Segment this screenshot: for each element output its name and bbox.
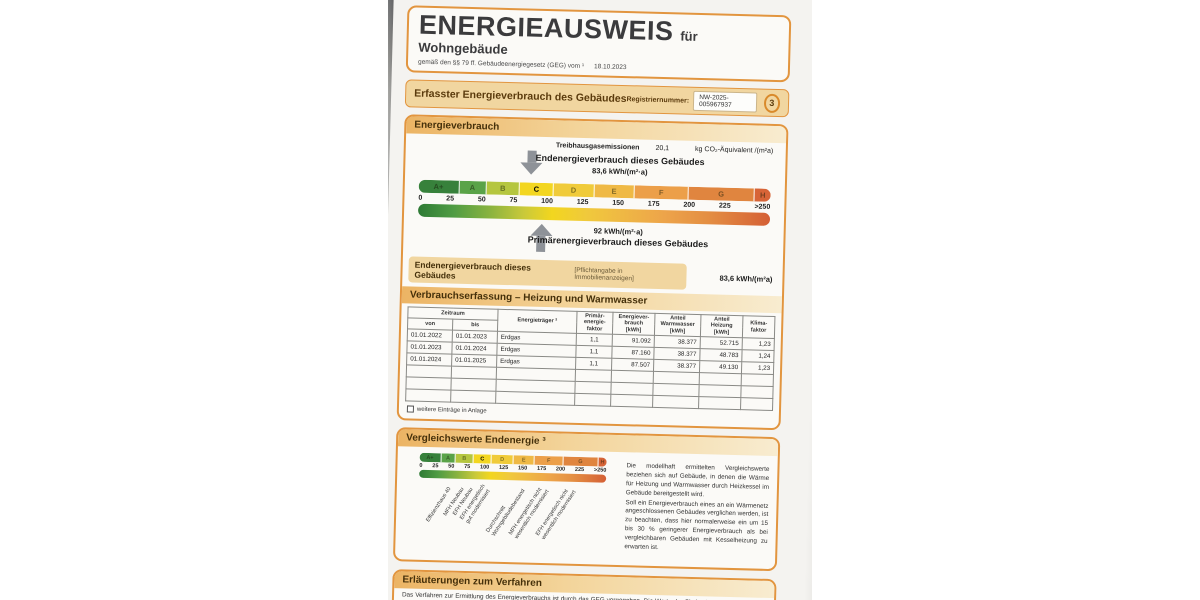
- section-title: Erfasster Energieverbrauch des Gebäudes: [414, 87, 627, 106]
- document-page: ENERGIEAUSWEIS für Wohngebäude gemäß den …: [388, 0, 812, 600]
- col-header-anteil-heizung: Anteil Heizung [kWh]: [700, 314, 743, 338]
- photo-backdrop: ENERGIEAUSWEIS für Wohngebäude gemäß den …: [388, 0, 812, 600]
- attachment-checkbox-label: weitere Einträge in Anlage: [416, 406, 487, 415]
- cell-heizung: 48.783: [699, 348, 743, 362]
- registration-number-field: NW-2025-005967937: [692, 90, 757, 113]
- scale-tick: 100: [541, 197, 553, 206]
- cell-pef: 1,1: [576, 333, 613, 347]
- cell-pef: 1,1: [575, 357, 612, 371]
- section-header-energieverbrauch: Energieverbrauch: [406, 116, 787, 144]
- energy-class-D: D: [553, 183, 595, 198]
- energy-class-E: E: [594, 184, 636, 199]
- col-header-anteil-warmwasser: Anteil Warmwasser [kWh]: [654, 313, 701, 337]
- primary-value-labels: 92 kWh/(m²·a) Primärenergieverbrauch die…: [488, 224, 748, 251]
- comparison-scale-area: A+ A B C D E F G H 0 25 50 75 100 125 150 175 200 225 >250…: [405, 453, 613, 561]
- comparison-text-1: Die modellhaft ermittelten Vergleichswer…: [625, 462, 770, 498]
- cell-verbrauch: 91.092: [612, 334, 655, 348]
- comparison-text-2: Soll ein Energieverbrauch eines an ein W…: [624, 498, 769, 551]
- scale-tick: 75: [509, 197, 518, 205]
- energy-class-G: G: [688, 186, 755, 202]
- energy-class-C: C: [519, 182, 554, 197]
- scale-tick: 175: [647, 200, 660, 208]
- cell-heizung: 49.130: [699, 360, 742, 374]
- scale-tick: 25: [432, 463, 439, 470]
- energy-class-A+: A+: [419, 453, 442, 463]
- scale-tick: 0: [418, 194, 423, 202]
- energy-class-A: A: [459, 180, 487, 195]
- title-box: ENERGIEAUSWEIS für Wohngebäude gemäß den …: [405, 5, 792, 83]
- consumption-table: Zeitraum Energieträger ² Primär- energie…: [405, 306, 775, 411]
- col-header-primaerenergiefaktor: Primär- energie- faktor: [576, 311, 614, 335]
- energieverbrauch-box: Energieverbrauch Treibhausgasemissionen …: [396, 114, 789, 431]
- comparison-labels: Effizienzhaus 40 MFH Neubau EFH Neubau EFH …: [417, 478, 606, 561]
- scale-tick: >250: [754, 203, 771, 211]
- cell-klimafaktor: 1,24: [741, 349, 775, 363]
- scale-tick: 50: [477, 196, 486, 204]
- attachment-checkbox: [406, 405, 415, 413]
- scale-tick: 0: [419, 463, 423, 470]
- scale-tick: 225: [718, 202, 731, 210]
- section-bar-erfasster-energieverbrauch: Erfasster Energieverbrauch des Gebäudes …: [404, 79, 790, 118]
- scale-tick: 200: [683, 201, 696, 209]
- vergleichswerte-box: Vergleichswerte Endenergie ³ A+ A B C D E F G H …: [392, 427, 781, 572]
- cell-klimafaktor: 1,23: [741, 361, 774, 375]
- pflicht-bar: Endenergieverbrauch dieses Gebäudes [Pfl…: [408, 256, 687, 290]
- pflicht-value-field: 83,6 kWh/(m²a): [719, 273, 773, 284]
- primary-marker-zone: 92 kWh/(m²·a) Primärenergieverbrauch die…: [417, 217, 770, 264]
- energy-class-F: F: [634, 185, 689, 200]
- energy-class-B: B: [486, 181, 521, 196]
- col-header-klimafaktor: Klima- faktor: [742, 315, 775, 339]
- scale-tick: 25: [446, 195, 455, 203]
- cell-heizung: 52.715: [700, 336, 743, 350]
- erlaeuterungen-box: Erläuterungen zum Verfahren Das Verfahre…: [391, 569, 777, 600]
- pflicht-note: [Pflichtangabe in Immobilienanzeigen]: [574, 266, 634, 283]
- scale-tick: 150: [612, 199, 625, 208]
- cell-verbrauch: 87.160: [611, 346, 655, 360]
- energy-class-H: H: [754, 188, 771, 202]
- col-header-energieverbrauch: Energiever- brauch [kWh]: [612, 312, 656, 336]
- pflicht-label: Endenergieverbrauch dieses Gebäudes: [414, 259, 532, 281]
- col-header-energietraeger: Energieträger ²: [497, 309, 578, 334]
- cell-klimafaktor: 1,23: [742, 337, 775, 351]
- energy-class-A+: A+: [418, 179, 460, 194]
- scale-tick: 125: [576, 198, 589, 207]
- cell-verbrauch: 87.507: [611, 358, 654, 372]
- law-date: 18.10.2023: [593, 63, 627, 72]
- cell-pef: 1,1: [575, 345, 613, 359]
- end-value-labels: Endenergieverbrauch dieses Gebäudes 83,6…: [495, 152, 745, 180]
- registration-label: Registriernummer:: [626, 95, 690, 105]
- page-number-badge: 3: [763, 93, 781, 113]
- comparison-text-block: Die modellhaft ermittelten Vergleichswer…: [624, 462, 770, 565]
- end-energy-scale: Endenergieverbrauch dieses Gebäudes 83,6…: [417, 146, 772, 264]
